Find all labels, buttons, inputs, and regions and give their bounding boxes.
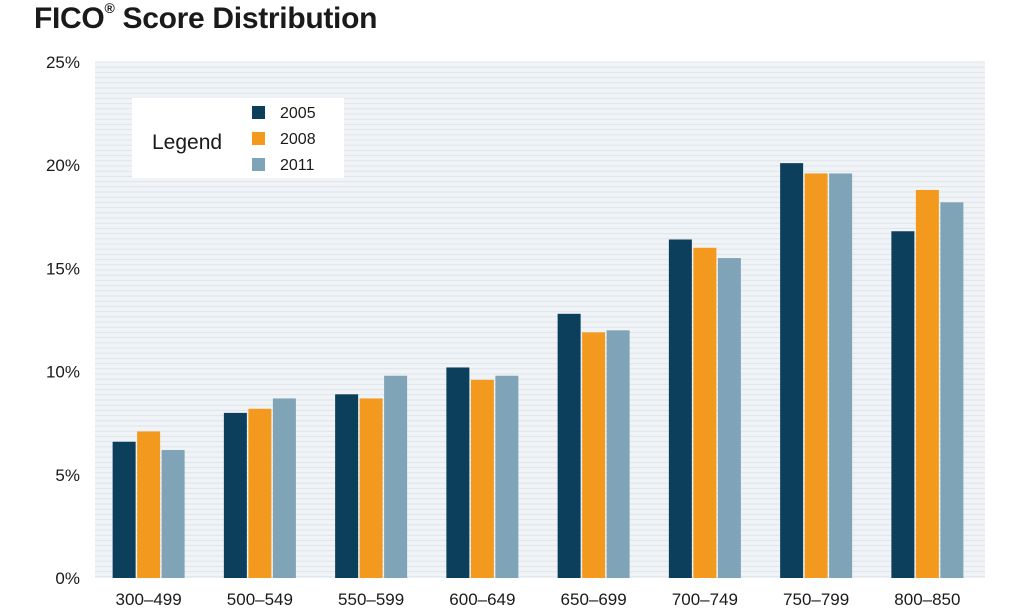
bar-2008 (804, 173, 828, 578)
bar-2005 (891, 231, 915, 579)
legend-box (132, 98, 344, 178)
bar-2008 (359, 398, 383, 578)
bar-2011 (606, 330, 630, 578)
x-tick-label: 300–499 (116, 590, 182, 609)
bar-2005 (668, 239, 692, 578)
y-tick-label: 10% (46, 363, 80, 382)
x-tick-label: 600–649 (449, 590, 515, 609)
bar-2005 (780, 163, 804, 579)
legend-swatch-2008 (252, 132, 265, 145)
legend-swatch-2011 (252, 158, 265, 171)
legend-label-2008: 2008 (280, 131, 316, 148)
bar-2008 (248, 408, 272, 578)
legend-title: Legend (152, 131, 222, 154)
bar-2008 (693, 247, 717, 578)
x-tick-label: 550–599 (338, 590, 404, 609)
bar-2011 (161, 450, 185, 578)
bar-2008 (470, 379, 494, 578)
bar-2005 (335, 394, 359, 578)
bar-2008 (137, 431, 161, 578)
x-tick-label: 800–850 (894, 590, 960, 609)
legend-label-2005: 2005 (280, 105, 316, 122)
bar-2011 (272, 398, 296, 578)
x-tick-label: 700–749 (672, 590, 738, 609)
bar-2005 (557, 313, 581, 578)
legend-label-2011: 2011 (280, 157, 315, 174)
bar-2011 (940, 202, 964, 579)
x-tick-label: 650–699 (561, 590, 627, 609)
bar-2005 (112, 441, 136, 578)
y-tick-label: 25% (46, 53, 80, 72)
bar-2011 (384, 375, 408, 578)
y-tick-label: 20% (46, 156, 80, 175)
bar-2008 (915, 189, 939, 578)
chart-title: FICO® Score Distribution (34, 0, 378, 35)
bar-2011 (829, 173, 853, 578)
x-tick-label: 750–799 (783, 590, 849, 609)
y-tick-label: 5% (55, 466, 80, 485)
bar-2008 (582, 332, 606, 578)
y-tick-label: 0% (55, 569, 80, 588)
bar-2005 (223, 412, 247, 578)
bar-2011 (495, 375, 519, 578)
bar-2011 (717, 258, 741, 578)
y-tick-label: 15% (46, 259, 80, 278)
bar-2005 (446, 367, 470, 578)
legend-swatch-2005 (252, 106, 265, 119)
x-tick-label: 500–549 (227, 590, 293, 609)
